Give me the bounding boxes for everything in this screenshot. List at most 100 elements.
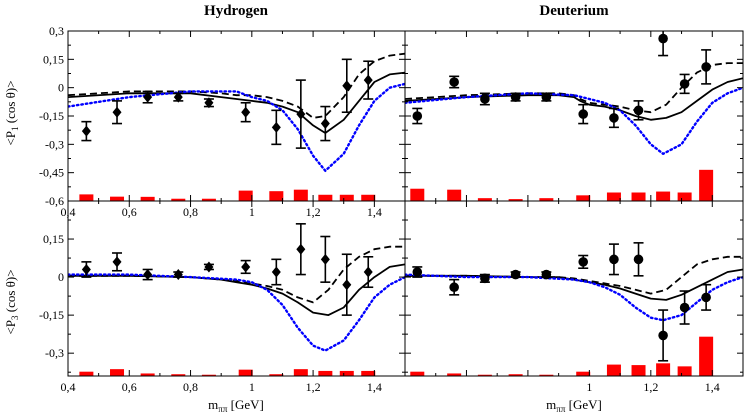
circle-marker (510, 92, 521, 102)
xlabel-left-main: m (208, 397, 218, 412)
y-axis-label-bottom: <P3 (cos θ)> (3, 269, 20, 334)
data-point (295, 79, 306, 149)
data-point (541, 92, 552, 102)
systematic-bar (656, 191, 671, 201)
systematic-bar (410, 371, 425, 376)
xlabel-right-main: m (546, 397, 556, 412)
systematic-bar (631, 365, 646, 376)
systematic-bar (699, 169, 714, 201)
ylabel-top-tail: (cos θ)> (3, 80, 18, 126)
circle-marker (679, 79, 690, 89)
x-tick-label: 1,4 (705, 380, 720, 394)
data-point (658, 309, 669, 362)
data-point (173, 91, 184, 103)
systematic-bar (318, 194, 333, 201)
systematic-bar (631, 192, 646, 201)
systematic-bar (269, 191, 284, 201)
circle-marker (633, 105, 644, 116)
systematic-bar (238, 369, 253, 376)
systematic-bar (508, 374, 523, 376)
data-point (633, 242, 644, 277)
data-point (608, 107, 619, 129)
data-point (112, 252, 123, 272)
circle-marker (679, 302, 690, 313)
data-point (479, 92, 490, 106)
systematic-bar (508, 199, 523, 201)
curve-solid (68, 263, 405, 316)
data-point (479, 273, 490, 284)
diamond-marker (241, 261, 251, 273)
circle-marker (412, 267, 423, 277)
data-point (658, 31, 669, 57)
y-tick-label: 0 (58, 270, 64, 284)
panel-plot-area (68, 52, 405, 201)
circle-marker (658, 33, 668, 44)
systematic-bar (79, 371, 94, 376)
data-point (363, 60, 374, 100)
panel-frame (404, 200, 744, 377)
y-axis-label-top: <P1 (cos θ)> (3, 80, 20, 145)
diamond-marker (342, 80, 352, 92)
systematic-bar (293, 189, 308, 201)
systematic-bar (140, 196, 155, 201)
data-point (112, 100, 123, 125)
circle-marker (541, 269, 552, 280)
y-tick-label: -0,15 (39, 109, 64, 123)
y-tick-label: 0,15 (43, 52, 64, 66)
x-tick-label: 0,8 (183, 205, 198, 219)
diamond-marker (204, 261, 214, 273)
panel-frame (67, 200, 406, 377)
curve-dashed (68, 245, 405, 304)
x-tick-label: 1 (249, 205, 255, 219)
data-point (449, 75, 460, 89)
diamond-marker (81, 263, 91, 275)
circle-marker (412, 111, 423, 121)
xlabel-right-sub: ππ (556, 404, 566, 414)
panel-title-hydrogen: Hydrogen (204, 3, 269, 19)
curve-dotted (68, 82, 405, 172)
data-point (341, 58, 352, 114)
systematic-bar (447, 189, 462, 201)
data-point (578, 254, 589, 270)
systematic-bar (677, 366, 692, 376)
panel-plot-area (68, 223, 405, 376)
systematic-bar (447, 373, 462, 376)
diamond-marker (173, 91, 183, 103)
panel-top-left: 0,30,150-0,15-0,3-0,45-0,60,4 0,6 0,8 1 1,2 1… (39, 24, 406, 219)
data-point (341, 253, 352, 316)
systematic-bar (477, 374, 492, 376)
diamond-marker (363, 74, 373, 86)
x-tick-label: 1 (586, 380, 592, 394)
panel-bottom-right: 1 1,2 1,4 (404, 200, 744, 394)
ylabel-top-sub: 1 (10, 126, 20, 131)
y-tick-label: -0,15 (39, 308, 64, 322)
data-point (295, 223, 306, 276)
circle-marker (701, 62, 711, 72)
systematic-bar (171, 198, 186, 201)
x-axis-label-left: mππ [GeV] (208, 397, 264, 414)
data-point (320, 235, 331, 283)
circle-marker (609, 254, 619, 265)
circle-marker (449, 282, 459, 293)
diamond-marker (204, 97, 214, 109)
data-point (142, 90, 153, 104)
panel-bottom-left: 0,15 0 -0,15 -0,3 0,4 0,6 0,8 1 1,2 1,4 (39, 200, 406, 394)
systematic-bar (110, 196, 125, 201)
y-tick-label: -0,45 (39, 166, 64, 180)
data-point (271, 258, 282, 286)
diamond-marker (320, 253, 330, 265)
diamond-marker (271, 266, 281, 278)
diamond-marker (173, 269, 183, 281)
systematic-bar (339, 370, 354, 376)
diamond-marker (81, 125, 91, 137)
x-tick-label: 0,6 (122, 205, 137, 219)
systematic-bar (539, 374, 554, 376)
x-tick-label: 1,2 (643, 380, 658, 394)
systematic-bar (201, 374, 216, 376)
x-tick-label: 1,2 (306, 380, 321, 394)
systematic-bar (606, 364, 621, 376)
circle-marker (658, 330, 668, 341)
circle-marker (480, 94, 490, 104)
diamond-marker (143, 91, 153, 103)
panel-plot-area (405, 31, 743, 201)
